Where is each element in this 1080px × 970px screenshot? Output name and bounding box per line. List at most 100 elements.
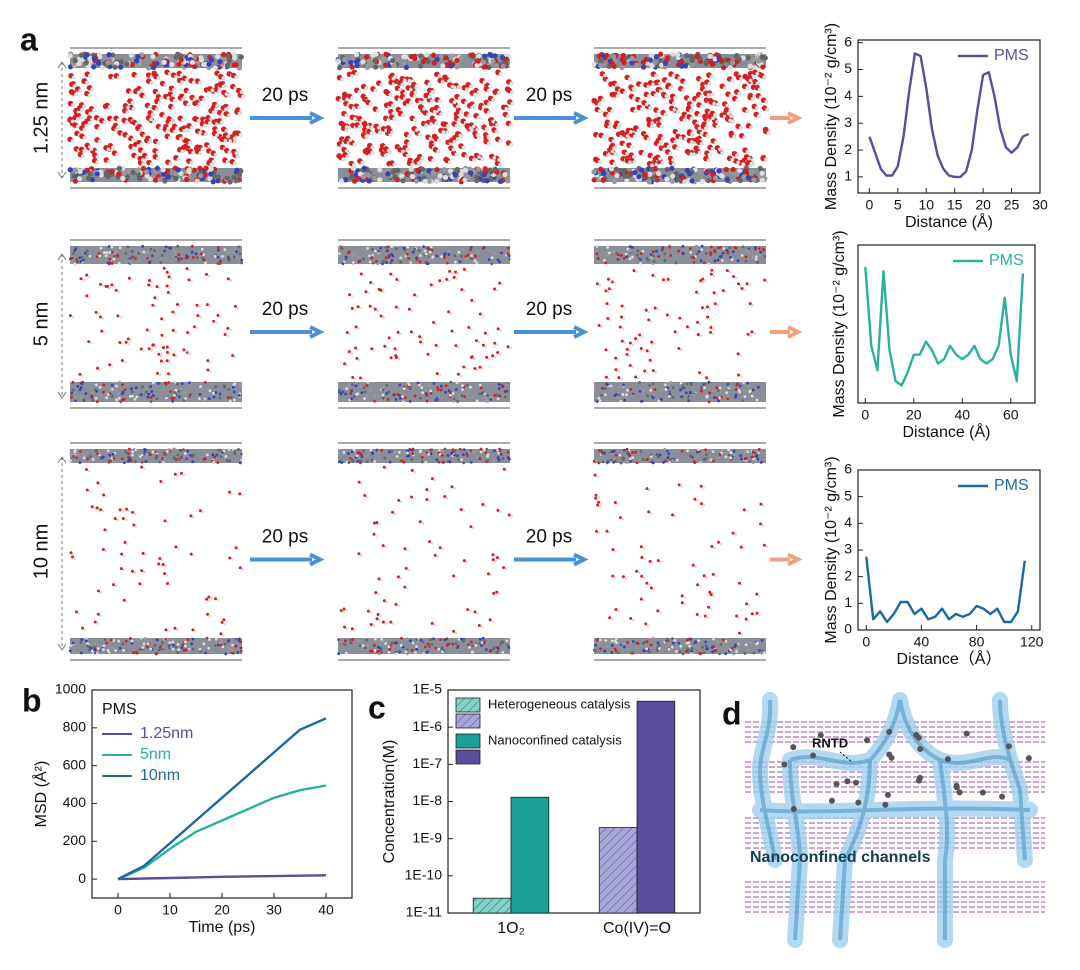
atom: [468, 451, 471, 454]
water-atom: [405, 153, 410, 158]
water-atom: [492, 591, 496, 595]
atom: [128, 457, 132, 460]
atom: [477, 649, 481, 653]
atom: [144, 453, 148, 457]
atom: [749, 641, 753, 644]
water-atom: [451, 271, 454, 275]
water-atom: [98, 315, 102, 319]
water-atom: [642, 599, 645, 602]
water-atom: [498, 558, 502, 561]
water-atom: [650, 512, 653, 515]
atom: [485, 640, 489, 644]
legend-label: PMS: [989, 252, 1024, 269]
atom: [479, 447, 483, 451]
water-atom: [203, 123, 207, 128]
water-atom: [434, 120, 439, 125]
atom: [657, 647, 661, 650]
atom: [434, 178, 440, 184]
atom: [204, 261, 207, 265]
water-atom: [210, 597, 213, 600]
atom: [454, 57, 460, 63]
water-atom: [459, 374, 462, 377]
atom: [124, 251, 128, 255]
water-atom: [345, 609, 348, 612]
atom: [629, 55, 635, 61]
water-atom: [110, 365, 114, 368]
water-atom: [498, 138, 503, 143]
water-atom: [104, 549, 108, 553]
atom: [629, 459, 632, 463]
water-atom: [621, 517, 625, 521]
water-atom: [647, 510, 651, 514]
water-atom: [85, 273, 89, 277]
atom: [500, 251, 503, 255]
water-atom: [224, 128, 229, 133]
x-axis-label: Distance（Å）: [897, 649, 1002, 668]
atom: [671, 637, 674, 641]
water-atom: [75, 117, 80, 121]
water-atom: [624, 577, 628, 580]
water-atom: [87, 73, 92, 78]
water-atom: [171, 328, 175, 332]
atom: [662, 64, 669, 70]
atom: [435, 458, 439, 462]
water-atom: [71, 103, 75, 108]
atom: [124, 174, 130, 180]
water-atom: [175, 126, 180, 130]
plot-frame: [857, 39, 1041, 194]
atom: [402, 257, 406, 261]
water-atom: [229, 279, 232, 282]
water-atom: [223, 622, 226, 626]
catalyst-particle: [999, 793, 1006, 800]
legend-title: PMS: [102, 701, 137, 718]
catalyst-particle: [781, 761, 788, 768]
atom: [205, 453, 209, 457]
water-atom: [501, 283, 504, 286]
water-atom: [432, 320, 436, 324]
atom: [94, 449, 98, 453]
water-atom: [179, 73, 184, 77]
atom: [750, 455, 754, 459]
water-atom: [219, 632, 223, 636]
water-atom: [352, 142, 357, 147]
water-atom: [129, 90, 134, 95]
atom: [96, 52, 103, 58]
water-atom: [707, 378, 711, 381]
atom: [486, 454, 489, 458]
atom: [238, 54, 244, 60]
atom: [214, 385, 218, 389]
water-atom: [452, 100, 457, 105]
water-atom: [174, 330, 177, 333]
water-atom: [628, 349, 631, 353]
water-atom: [122, 554, 126, 557]
water-atom: [180, 149, 185, 154]
atom: [688, 53, 694, 59]
atom: [84, 52, 90, 58]
water-atom: [745, 149, 750, 154]
atom: [116, 165, 122, 171]
atom: [190, 382, 194, 386]
water-atom: [85, 80, 89, 85]
atom: [135, 651, 139, 655]
atom: [467, 643, 470, 647]
atom: [500, 384, 504, 387]
atom: [689, 637, 693, 641]
water-atom: [627, 76, 632, 81]
water-atom: [621, 575, 625, 579]
atom: [691, 455, 694, 459]
callout-pointer: [839, 751, 853, 763]
water-atom: [715, 102, 720, 107]
atom: [85, 64, 91, 70]
atom: [723, 166, 729, 173]
atom: [725, 391, 729, 395]
atom: [71, 173, 77, 179]
atom: [705, 395, 709, 399]
atom: [377, 167, 383, 173]
water-atom: [221, 76, 226, 81]
water-atom: [418, 335, 422, 339]
water-atom: [197, 80, 202, 85]
atom: [208, 638, 211, 642]
water-atom: [735, 153, 739, 158]
water-atom: [628, 341, 632, 345]
atom: [423, 645, 427, 649]
